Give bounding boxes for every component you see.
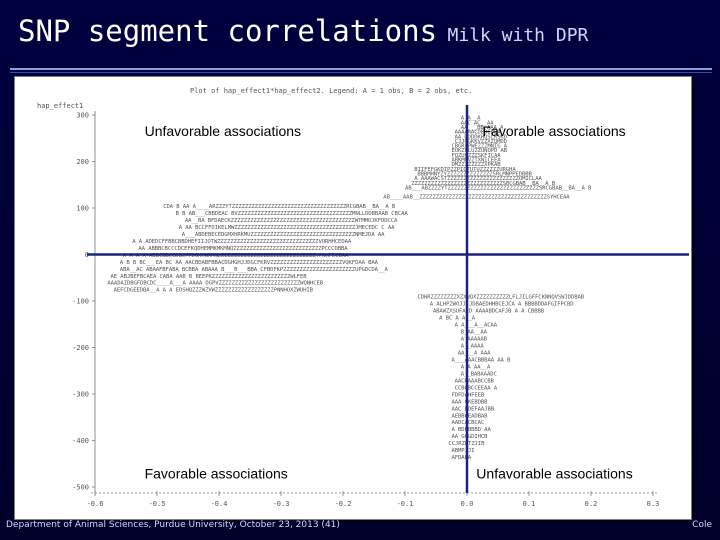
scatter-row: BIIFEFGKDIPZZPIDTUTUZZZZZZURGHA <box>414 167 516 173</box>
scatter-row: AAC AC__AA <box>461 120 494 126</box>
y-tick-label: -200 <box>72 344 89 352</box>
scatter-row: CJJGGKKVZZXZQMDD <box>455 139 508 145</box>
scatter-row: AA GGGDIHCB <box>452 434 489 440</box>
x-tick-label: 0.3 <box>647 500 660 508</box>
x-tick-label: 0.1 <box>523 500 536 508</box>
quadrant-annotation: Unfavorable associations <box>476 466 632 482</box>
scatter-row: CDHRZZZZZZZZXZXWQXZZZZZZZZZZLFLJILGFFCKN… <box>417 295 584 301</box>
quadrant-annotation: Favorable associations <box>145 466 288 482</box>
scatter-row: AB___ABZZZZYTZZZZZZZZZZZZZZZZZZZZZZZZZZZ… <box>405 185 592 191</box>
chart-title: Plot of hap_effect1*hap_effect2. Legend:… <box>190 87 472 95</box>
scatter-row: AAA GKEBDBB <box>452 399 489 405</box>
scatter-row: A__BABAAADC <box>461 371 497 377</box>
plot-frame: Plot of hap_effect1*hap_effect2. Legend:… <box>14 76 692 520</box>
scatter-row: A BDBBBBD AA <box>452 427 492 433</box>
x-tick-label: 0.2 <box>585 500 598 508</box>
scatter-row: B_AA__AA <box>461 330 488 336</box>
scatter-row: AEBBCEADBAB <box>452 413 489 419</box>
scatter-row: ABMPJJI <box>452 448 475 454</box>
scatter-row: A BC A A__A <box>439 316 476 322</box>
x-tick-label: -0.2 <box>335 500 352 508</box>
title-main: SNP segment correlations <box>18 14 438 48</box>
scatter-row: A B B BC___EA BC AA AACBDABFBBACDGHGHJJD… <box>120 260 379 266</box>
scatter-row: A AAAAAB <box>461 337 488 343</box>
scatter-row: AAC EDEFAAJBB <box>452 406 495 412</box>
scatter-row: CCBCBCCEEAA A <box>455 385 498 391</box>
scatter-row: A AA BCCFFDIKELMWZZZZZZZZZZZZZZZZZZZZZZZ… <box>179 225 395 231</box>
quadrant-annotation: Favorable associations <box>483 123 626 139</box>
title-divider <box>10 68 712 70</box>
scatter-row: A__AAAA <box>461 344 485 350</box>
scatter-row: DMZZZZZZZZXPKAB <box>452 162 502 168</box>
scatter-row: BBBMHNYZYZZZZZZZZZZZZZZSRLMNPPEDBBB <box>417 171 532 177</box>
footer-citation: Department of Animal Sciences, Purdue Un… <box>6 520 340 530</box>
scatter-row: AFDABA <box>452 455 472 461</box>
scatter-row: AA DDDDKHQSLRSKD <box>455 134 508 140</box>
y-tick-label: 200 <box>76 158 89 166</box>
scatter-row: FDFDAHFEEB <box>452 392 485 398</box>
title-subtitle: Milk with DPR <box>447 25 589 46</box>
scatter-row: A A AA__A <box>461 364 491 370</box>
scatter-row: AA__BA BFDAECKZZZZZZZZZZZZZZZZZZZZZZZZZZ… <box>185 218 398 224</box>
scatter-row: ABKMMVZTXNICEEA <box>452 158 502 164</box>
x-tick-label: -0.5 <box>149 500 166 508</box>
scatter-row: B B AB___CBBDEAC BVZZZZZZZZZZZZZZZZZZZZZ… <box>176 211 409 217</box>
y-tick-label: 100 <box>76 205 89 213</box>
scatter-row: A A ADEDCFFBBCBBDHEFIIJOTWZZZZZZZZZZZZZZ… <box>132 239 352 245</box>
x-tick-label: 0.0 <box>461 500 474 508</box>
scatter-row: AAAAAACDBDIBEA <box>455 130 501 136</box>
y-tick-label: 0 <box>85 251 89 259</box>
scatter-row: EOKZULUZZUNOPD AB <box>452 148 508 154</box>
scatter-row: A___AAACBBBAA AA B <box>452 357 512 363</box>
scatter-row: AACBAAABCCBB <box>455 378 495 384</box>
x-tick-label: -0.1 <box>397 500 414 508</box>
scatter-row: AE ABJBEFBCAEA CABA AAB B BEEPKZZZZZZZZZ… <box>111 274 308 280</box>
scatter-row: CDA B AA A____ARZZZYTZZZZZZZZZZZZZZZZZZZ… <box>163 204 396 210</box>
slide-title: SNP segment correlations Milk with DPR <box>18 14 588 48</box>
quadrant-annotation: Unfavorable associations <box>145 123 301 139</box>
scatter-row: A A__A <box>461 116 481 122</box>
x-tick-label: -0.3 <box>273 500 290 508</box>
y-tick-label: -500 <box>72 484 89 492</box>
x-tick-label: -0.6 <box>87 500 104 508</box>
y-tick-label: -100 <box>72 298 89 306</box>
y-axis-label: hap_effect1 <box>37 102 83 110</box>
scatter-row: A ALHPZWOJJIJDBAEDHHBCEJCA A BBBBDDAFGIF… <box>430 302 575 308</box>
scatter-row: A AAAWACSTZZZZZZZZZZZZZZZZZZZZZZOMICLAA <box>414 176 542 182</box>
footer-author: Cole <box>692 520 712 530</box>
scatter-row: AAADAIDBGFDBCDC____A___A AAAA DGPVZZZZZZ… <box>107 281 323 287</box>
y-tick-label: -300 <box>72 391 89 399</box>
scatter-row: ABA__AC ABAAFBFABA BCBBA ABAAA B___B___B… <box>120 267 389 273</box>
scatter-row: AB____AAB__ZZZZZZZZZZZZZZZZZZZZZZZZZZZZZ… <box>383 195 570 201</box>
y-tick-label: 300 <box>76 112 89 120</box>
scatter-row: AA___A AAA <box>458 350 491 356</box>
scatter-row: ZZZZZZZZZZZZZZZZZZZZZZZZZZZZSBCGBAB__BA_… <box>411 181 556 187</box>
x-tick-label: -0.4 <box>211 500 228 508</box>
title-divider-thin <box>10 72 712 73</box>
scatter-row: A___ABDEBECEDGMXHRKMUZZZZZZZZZZZZZZZZZZZ… <box>182 232 385 238</box>
scatter-row: AEFCDGEEDBA__A A A EDSHQZZZWZVWZZZZZZZZZ… <box>114 288 314 294</box>
scatter-chart: Plot of hap_effect1*hap_effect2. Legend:… <box>37 87 689 508</box>
scatter-row: AA ABBBCBCCCDCEFKQDHEMMKMKMNQZZZZZZZZZZZ… <box>138 246 348 252</box>
scatter-row: A A___A__ACAA <box>455 323 498 329</box>
scatter-row: FQZUUZZZSKFICAA <box>452 153 502 159</box>
scatter-row: A A A A ABBCBBCCDBCFFDGKHNRMNLZZZZZZZZZZ… <box>123 253 349 259</box>
scatter-row: AA___BB AAA A <box>461 125 504 131</box>
scatter-row: ABAWZXSUFAED AAAABDCAFJB A A CBBBB <box>433 309 545 315</box>
y-tick-label: -400 <box>72 437 89 445</box>
scatter-row: CBGRFPWEZZZMNIG A <box>452 144 508 150</box>
